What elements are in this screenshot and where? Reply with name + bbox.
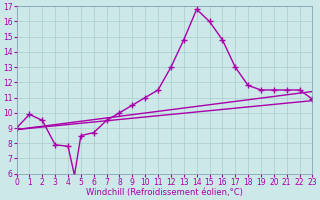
X-axis label: Windchill (Refroidissement éolien,°C): Windchill (Refroidissement éolien,°C) bbox=[86, 188, 243, 197]
